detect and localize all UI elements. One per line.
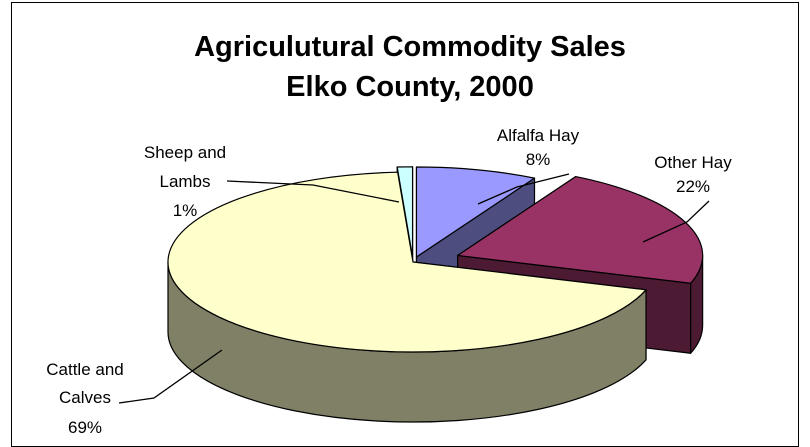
pct-cattle-calves: 69% — [68, 418, 102, 437]
leader-other-hay — [642, 200, 710, 243]
label-cattle-calves-line-2: Calves — [59, 388, 111, 407]
label-sheep-lambs-line-2: Lambs — [159, 172, 210, 191]
slice-top-cattle-and-calves — [167, 171, 647, 353]
pct-other-hay: 22% — [676, 177, 710, 196]
leader-sheep-lambs — [226, 180, 400, 203]
chart-title-line-1: Agriculutural Commodity Sales — [194, 31, 626, 63]
label-cattle-calves-line-1: Cattle and — [46, 360, 124, 379]
pct-alfalfa-hay: 8% — [526, 150, 551, 169]
leader-cattle-calves — [118, 349, 223, 404]
label-sheep-lambs-line-1: Sheep and — [144, 143, 226, 162]
pie-slices — [167, 166, 704, 423]
pct-sheep-lambs: 1% — [173, 201, 198, 220]
chart-title-line-2: Elko County, 2000 — [286, 71, 534, 103]
label-other-hay: Other Hay — [654, 153, 732, 172]
leader-lines — [118, 173, 710, 404]
slice-top-alfalfa-hay — [415, 166, 536, 258]
leader-alfalfa-hay — [477, 173, 570, 205]
label-alfalfa-hay: Alfalfa Hay — [497, 126, 580, 145]
